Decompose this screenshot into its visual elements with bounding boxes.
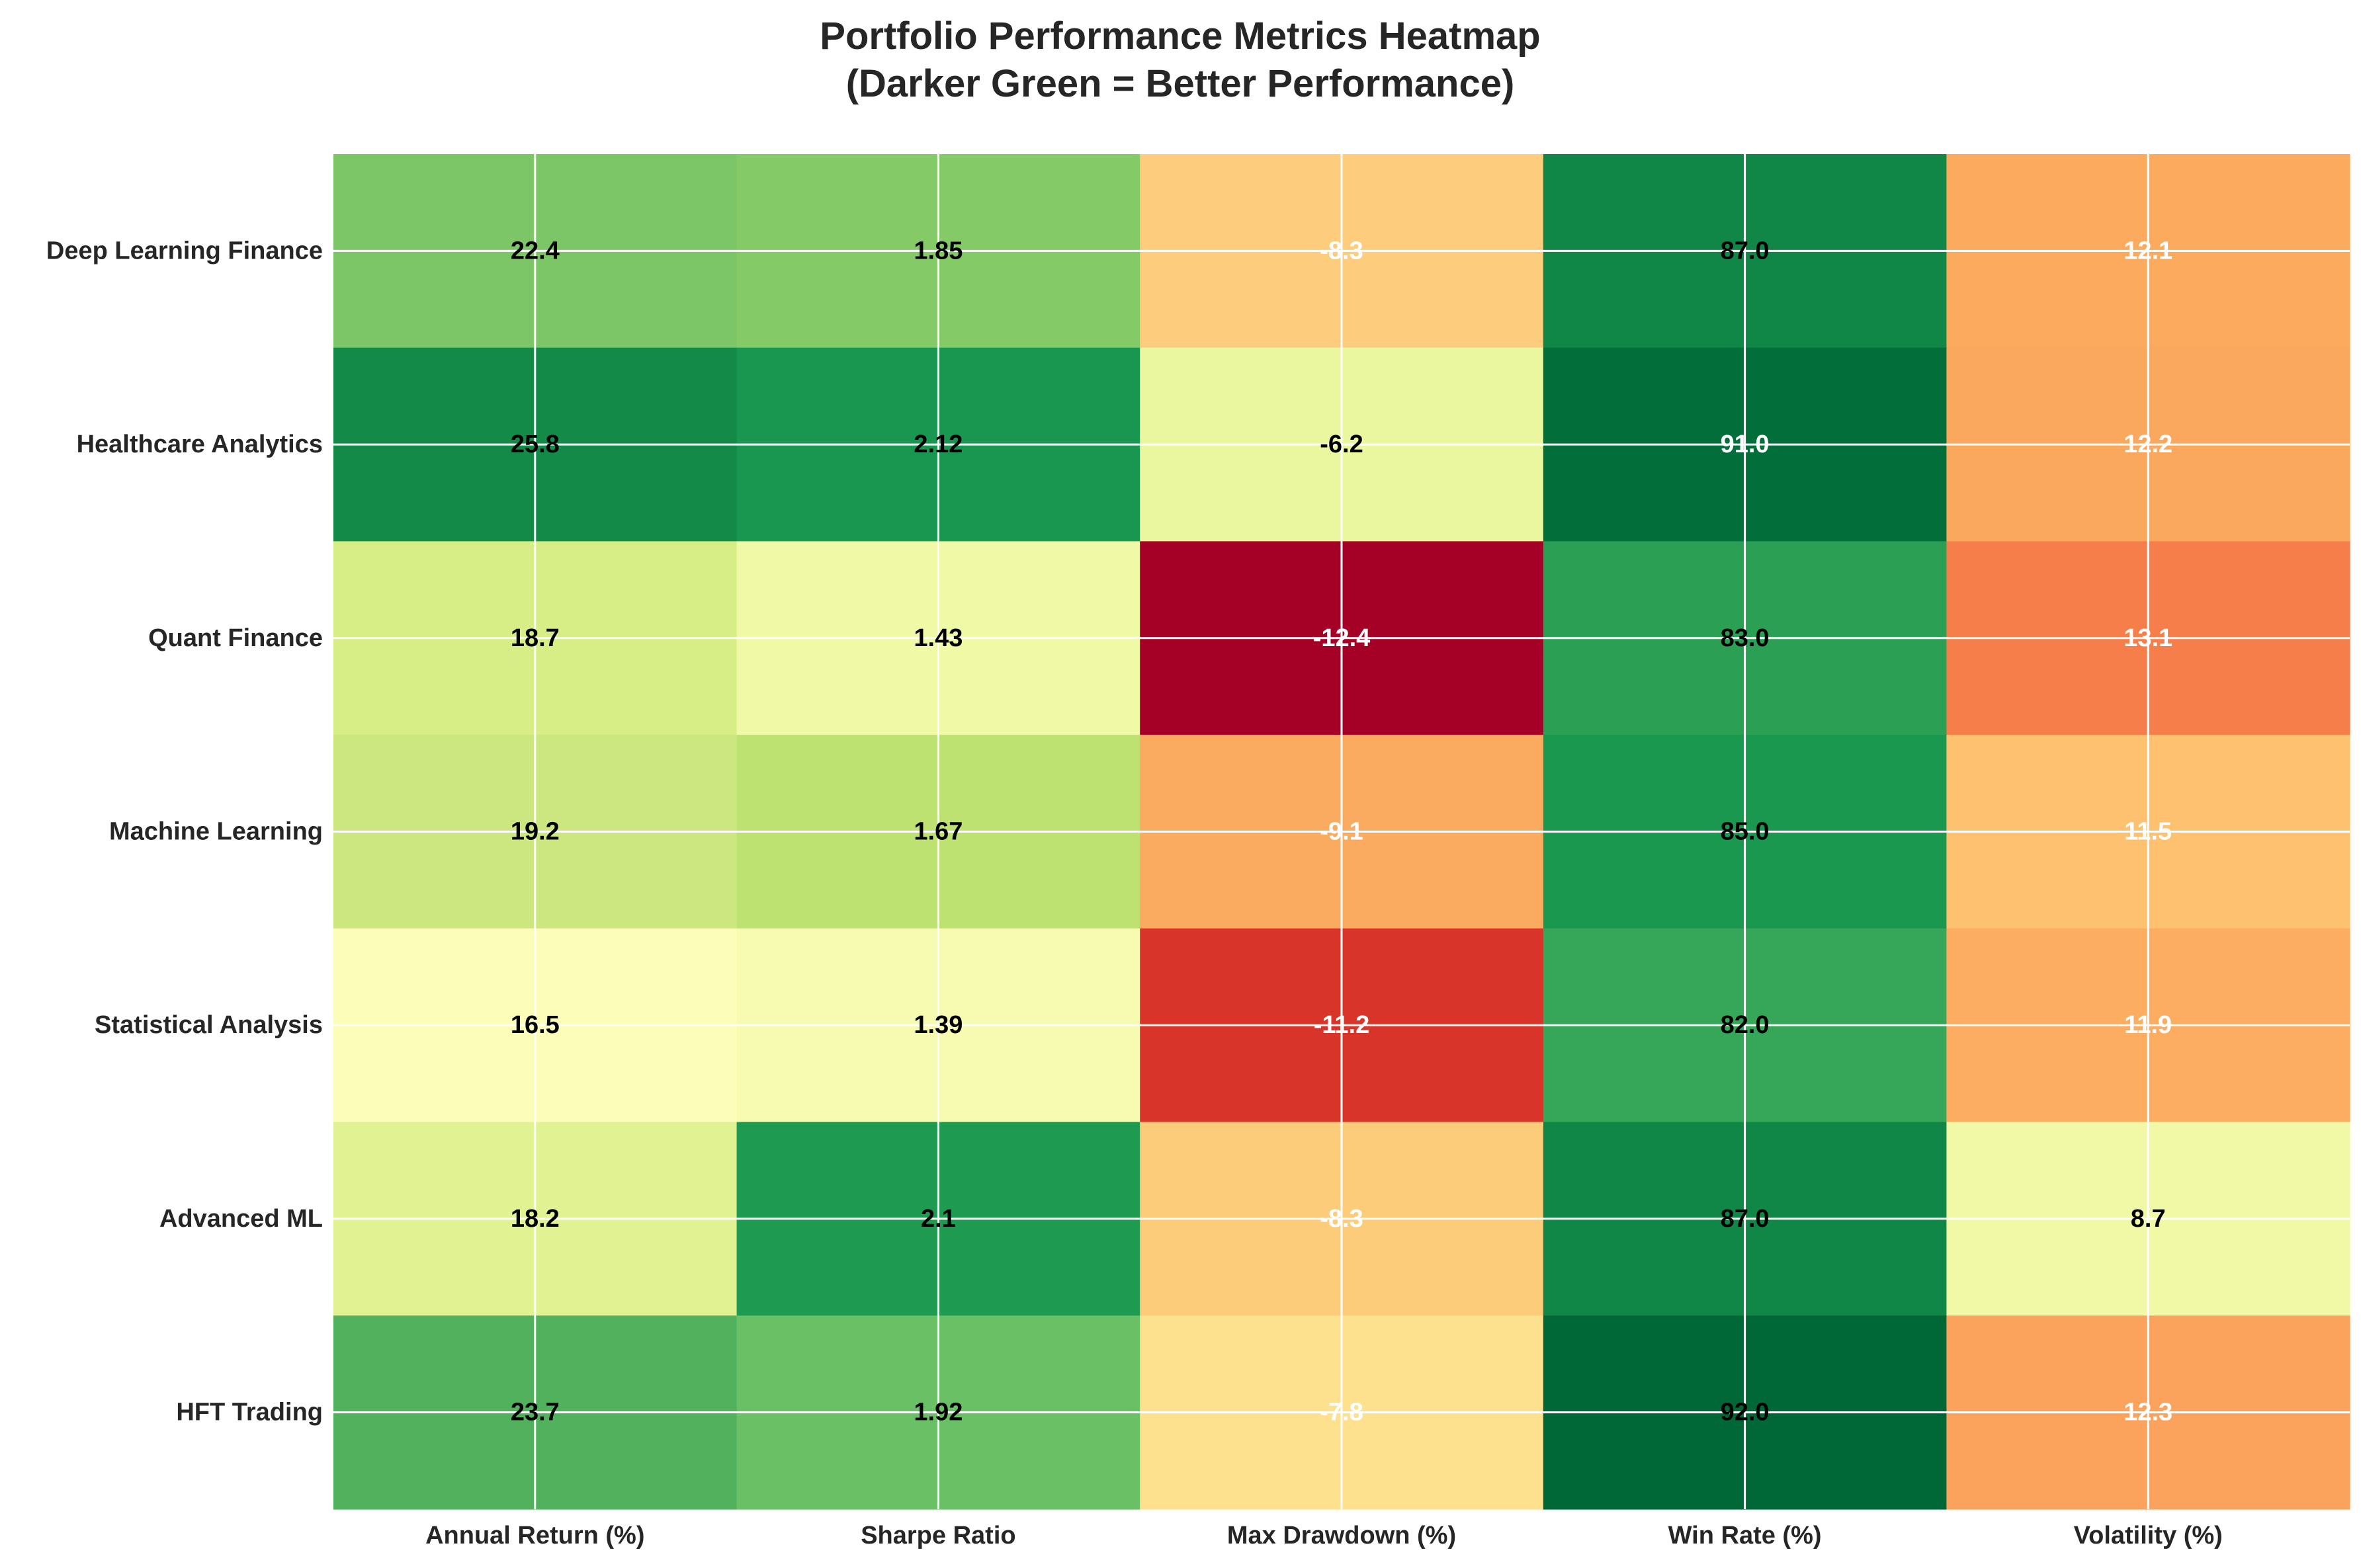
- cell-value-label: 18.2: [511, 1205, 560, 1233]
- cell-value-label: 12.3: [2124, 1399, 2172, 1426]
- cell-value-label: 87.0: [1721, 1205, 1770, 1233]
- chart-title: Portfolio Performance Metrics Heatmap: [820, 15, 1540, 58]
- cell-value-label: 19.2: [511, 818, 560, 846]
- column-tick-label: Win Rate (%): [1668, 1522, 1822, 1549]
- cell-value-label: -9.1: [1320, 818, 1363, 846]
- chart-subtitle: (Darker Green = Better Performance): [846, 62, 1515, 105]
- row-tick-labels: Deep Learning Finance Healthcare Analytic…: [46, 237, 323, 1426]
- cell-value-label: 2.12: [914, 431, 963, 458]
- cell-value-label: 13.1: [2124, 624, 2172, 652]
- cell-value-label: 87.0: [1721, 237, 1770, 265]
- cell-value-label: 1.39: [914, 1011, 963, 1039]
- cell-value-label: 2.1: [921, 1205, 956, 1233]
- row-tick-label: Statistical Analysis: [95, 1011, 323, 1039]
- column-tick-label: Volatility (%): [2074, 1522, 2223, 1549]
- cell-value-label: -6.2: [1320, 431, 1363, 458]
- cell-value-label: 25.8: [511, 431, 560, 458]
- cell-value-label: 1.67: [914, 818, 963, 846]
- cell-value-label: 1.43: [914, 624, 963, 652]
- cell-value-label: 23.7: [511, 1399, 560, 1426]
- cell-value-label: 22.4: [511, 237, 560, 265]
- cell-value-label: 82.0: [1721, 1011, 1770, 1039]
- grid-lines: [333, 154, 2350, 1509]
- cell-value-label: 18.7: [511, 624, 560, 652]
- row-tick-label: Advanced ML: [159, 1205, 323, 1233]
- cell-value-label: 85.0: [1721, 818, 1770, 846]
- cell-value-label: 92.0: [1721, 1399, 1770, 1426]
- cell-value-label: 16.5: [511, 1011, 560, 1039]
- row-tick-label: Machine Learning: [109, 818, 323, 846]
- cell-value-label: 1.92: [914, 1399, 963, 1426]
- cell-value-label: 12.2: [2124, 431, 2172, 458]
- cell-value-label: 8.7: [2131, 1205, 2166, 1233]
- column-tick-label: Sharpe Ratio: [861, 1522, 1015, 1549]
- column-tick-label: Max Drawdown (%): [1227, 1522, 1456, 1549]
- cell-value-label: 12.1: [2124, 237, 2172, 265]
- cell-value-label: 83.0: [1721, 624, 1770, 652]
- column-tick-label: Annual Return (%): [425, 1522, 644, 1549]
- cell-value-labels: 22.4 1.85 -8.3 87.0 12.1 25.8 2.12 -6.2 91.0 12.2…: [511, 237, 2172, 1426]
- cell-value-label: -8.3: [1320, 237, 1363, 265]
- row-tick-label: Healthcare Analytics: [77, 431, 323, 458]
- cell-value-label: 11.9: [2124, 1011, 2172, 1039]
- row-tick-label: Deep Learning Finance: [46, 237, 323, 265]
- cell-value-label: 1.85: [914, 237, 963, 265]
- cell-value-label: -11.2: [1314, 1011, 1370, 1039]
- cell-value-label: 11.5: [2124, 818, 2172, 846]
- row-tick-label: HFT Trading: [176, 1399, 323, 1426]
- cell-value-label: -12.4: [1313, 624, 1371, 652]
- row-tick-label: Quant Finance: [148, 624, 323, 652]
- column-tick-labels: Annual Return (%) Sharpe Ratio Max Drawdow…: [425, 1522, 2223, 1549]
- cell-value-label: -8.3: [1320, 1205, 1363, 1233]
- cell-value-label: -7.8: [1320, 1399, 1363, 1426]
- cell-value-label: 91.0: [1721, 431, 1770, 458]
